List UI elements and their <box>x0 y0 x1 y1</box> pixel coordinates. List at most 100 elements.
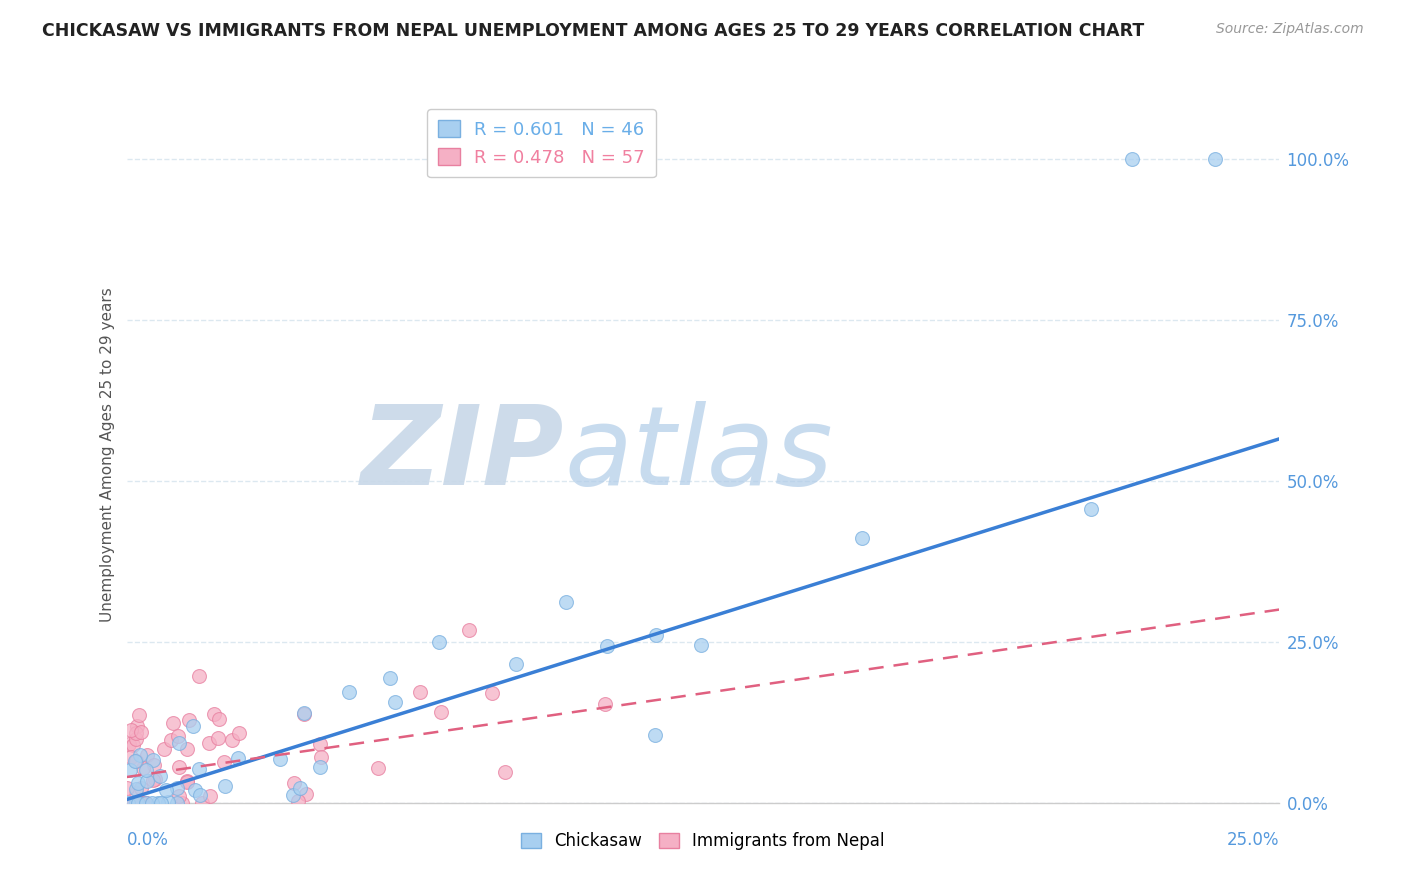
Text: CHICKASAW VS IMMIGRANTS FROM NEPAL UNEMPLOYMENT AMONG AGES 25 TO 29 YEARS CORREL: CHICKASAW VS IMMIGRANTS FROM NEPAL UNEMP… <box>42 22 1144 40</box>
Point <box>118 763 141 777</box>
Point <box>129 780 152 795</box>
Point <box>120 723 142 738</box>
Point <box>176 742 198 756</box>
Point <box>135 773 157 788</box>
Text: 25.0%: 25.0% <box>1227 830 1279 848</box>
Point <box>125 726 148 740</box>
Point <box>221 732 243 747</box>
Point <box>120 749 142 764</box>
Point <box>167 729 190 743</box>
Point <box>292 706 315 720</box>
Point <box>150 796 173 810</box>
Point <box>135 796 157 810</box>
Point <box>127 796 149 810</box>
Point <box>214 756 236 770</box>
Point <box>1121 152 1143 166</box>
Point <box>141 753 163 767</box>
Point <box>128 747 150 762</box>
Point <box>131 796 153 810</box>
Point <box>188 669 211 683</box>
Text: ZIP: ZIP <box>361 401 565 508</box>
Point <box>191 796 214 810</box>
Point <box>309 750 332 764</box>
Point <box>208 712 231 726</box>
Point <box>202 707 225 722</box>
Point <box>183 783 205 797</box>
Point <box>429 706 451 720</box>
Point <box>167 736 190 750</box>
Point <box>214 780 236 794</box>
Point <box>283 776 305 790</box>
Point <box>505 657 527 671</box>
Point <box>337 685 360 699</box>
Point <box>125 786 148 800</box>
Point <box>135 796 157 810</box>
Point <box>127 719 149 733</box>
Point <box>188 788 211 802</box>
Point <box>124 754 146 768</box>
Point <box>162 716 184 731</box>
Point <box>135 763 157 777</box>
Point <box>142 773 165 788</box>
Point <box>644 628 666 642</box>
Point <box>367 761 389 775</box>
Point <box>188 762 211 776</box>
Point <box>122 738 145 752</box>
Point <box>176 775 198 789</box>
Point <box>1080 502 1102 516</box>
Point <box>125 754 148 768</box>
Point <box>644 728 666 742</box>
Point <box>125 731 148 746</box>
Point <box>122 796 145 810</box>
Point <box>166 796 188 810</box>
Point <box>179 713 201 727</box>
Point <box>117 796 139 810</box>
Point <box>427 635 450 649</box>
Point <box>141 796 163 810</box>
Point <box>409 684 432 698</box>
Point <box>596 639 619 653</box>
Point <box>128 707 150 722</box>
Point <box>146 796 169 810</box>
Text: Source: ZipAtlas.com: Source: ZipAtlas.com <box>1216 22 1364 37</box>
Point <box>170 796 193 810</box>
Point <box>281 788 304 802</box>
Legend: Chickasaw, Immigrants from Nepal: Chickasaw, Immigrants from Nepal <box>515 826 891 857</box>
Point <box>1204 152 1226 166</box>
Point <box>125 782 148 797</box>
Point <box>125 796 148 810</box>
Point <box>269 752 291 766</box>
Point <box>142 758 165 772</box>
Point <box>136 748 159 763</box>
Point <box>198 736 221 750</box>
Point <box>226 751 249 765</box>
Point <box>309 737 332 751</box>
Point <box>384 695 406 709</box>
Point <box>143 772 166 786</box>
Point <box>132 761 155 775</box>
Point <box>288 781 311 796</box>
Y-axis label: Unemployment Among Ages 25 to 29 years: Unemployment Among Ages 25 to 29 years <box>100 287 115 623</box>
Point <box>494 764 516 779</box>
Point <box>554 595 576 609</box>
Point <box>155 783 177 797</box>
Point <box>481 686 503 700</box>
Point <box>198 789 221 804</box>
Point <box>122 796 145 810</box>
Point <box>292 707 315 722</box>
Point <box>176 774 198 789</box>
Point <box>593 698 616 712</box>
Point <box>309 760 332 774</box>
Text: 0.0%: 0.0% <box>127 830 169 848</box>
Point <box>129 724 152 739</box>
Point <box>149 769 172 783</box>
Point <box>135 796 157 810</box>
Point <box>851 531 873 545</box>
Point <box>127 776 149 790</box>
Point <box>228 726 250 740</box>
Point <box>380 671 402 685</box>
Point <box>167 760 190 774</box>
Point <box>167 789 190 803</box>
Text: atlas: atlas <box>565 401 834 508</box>
Point <box>207 731 229 745</box>
